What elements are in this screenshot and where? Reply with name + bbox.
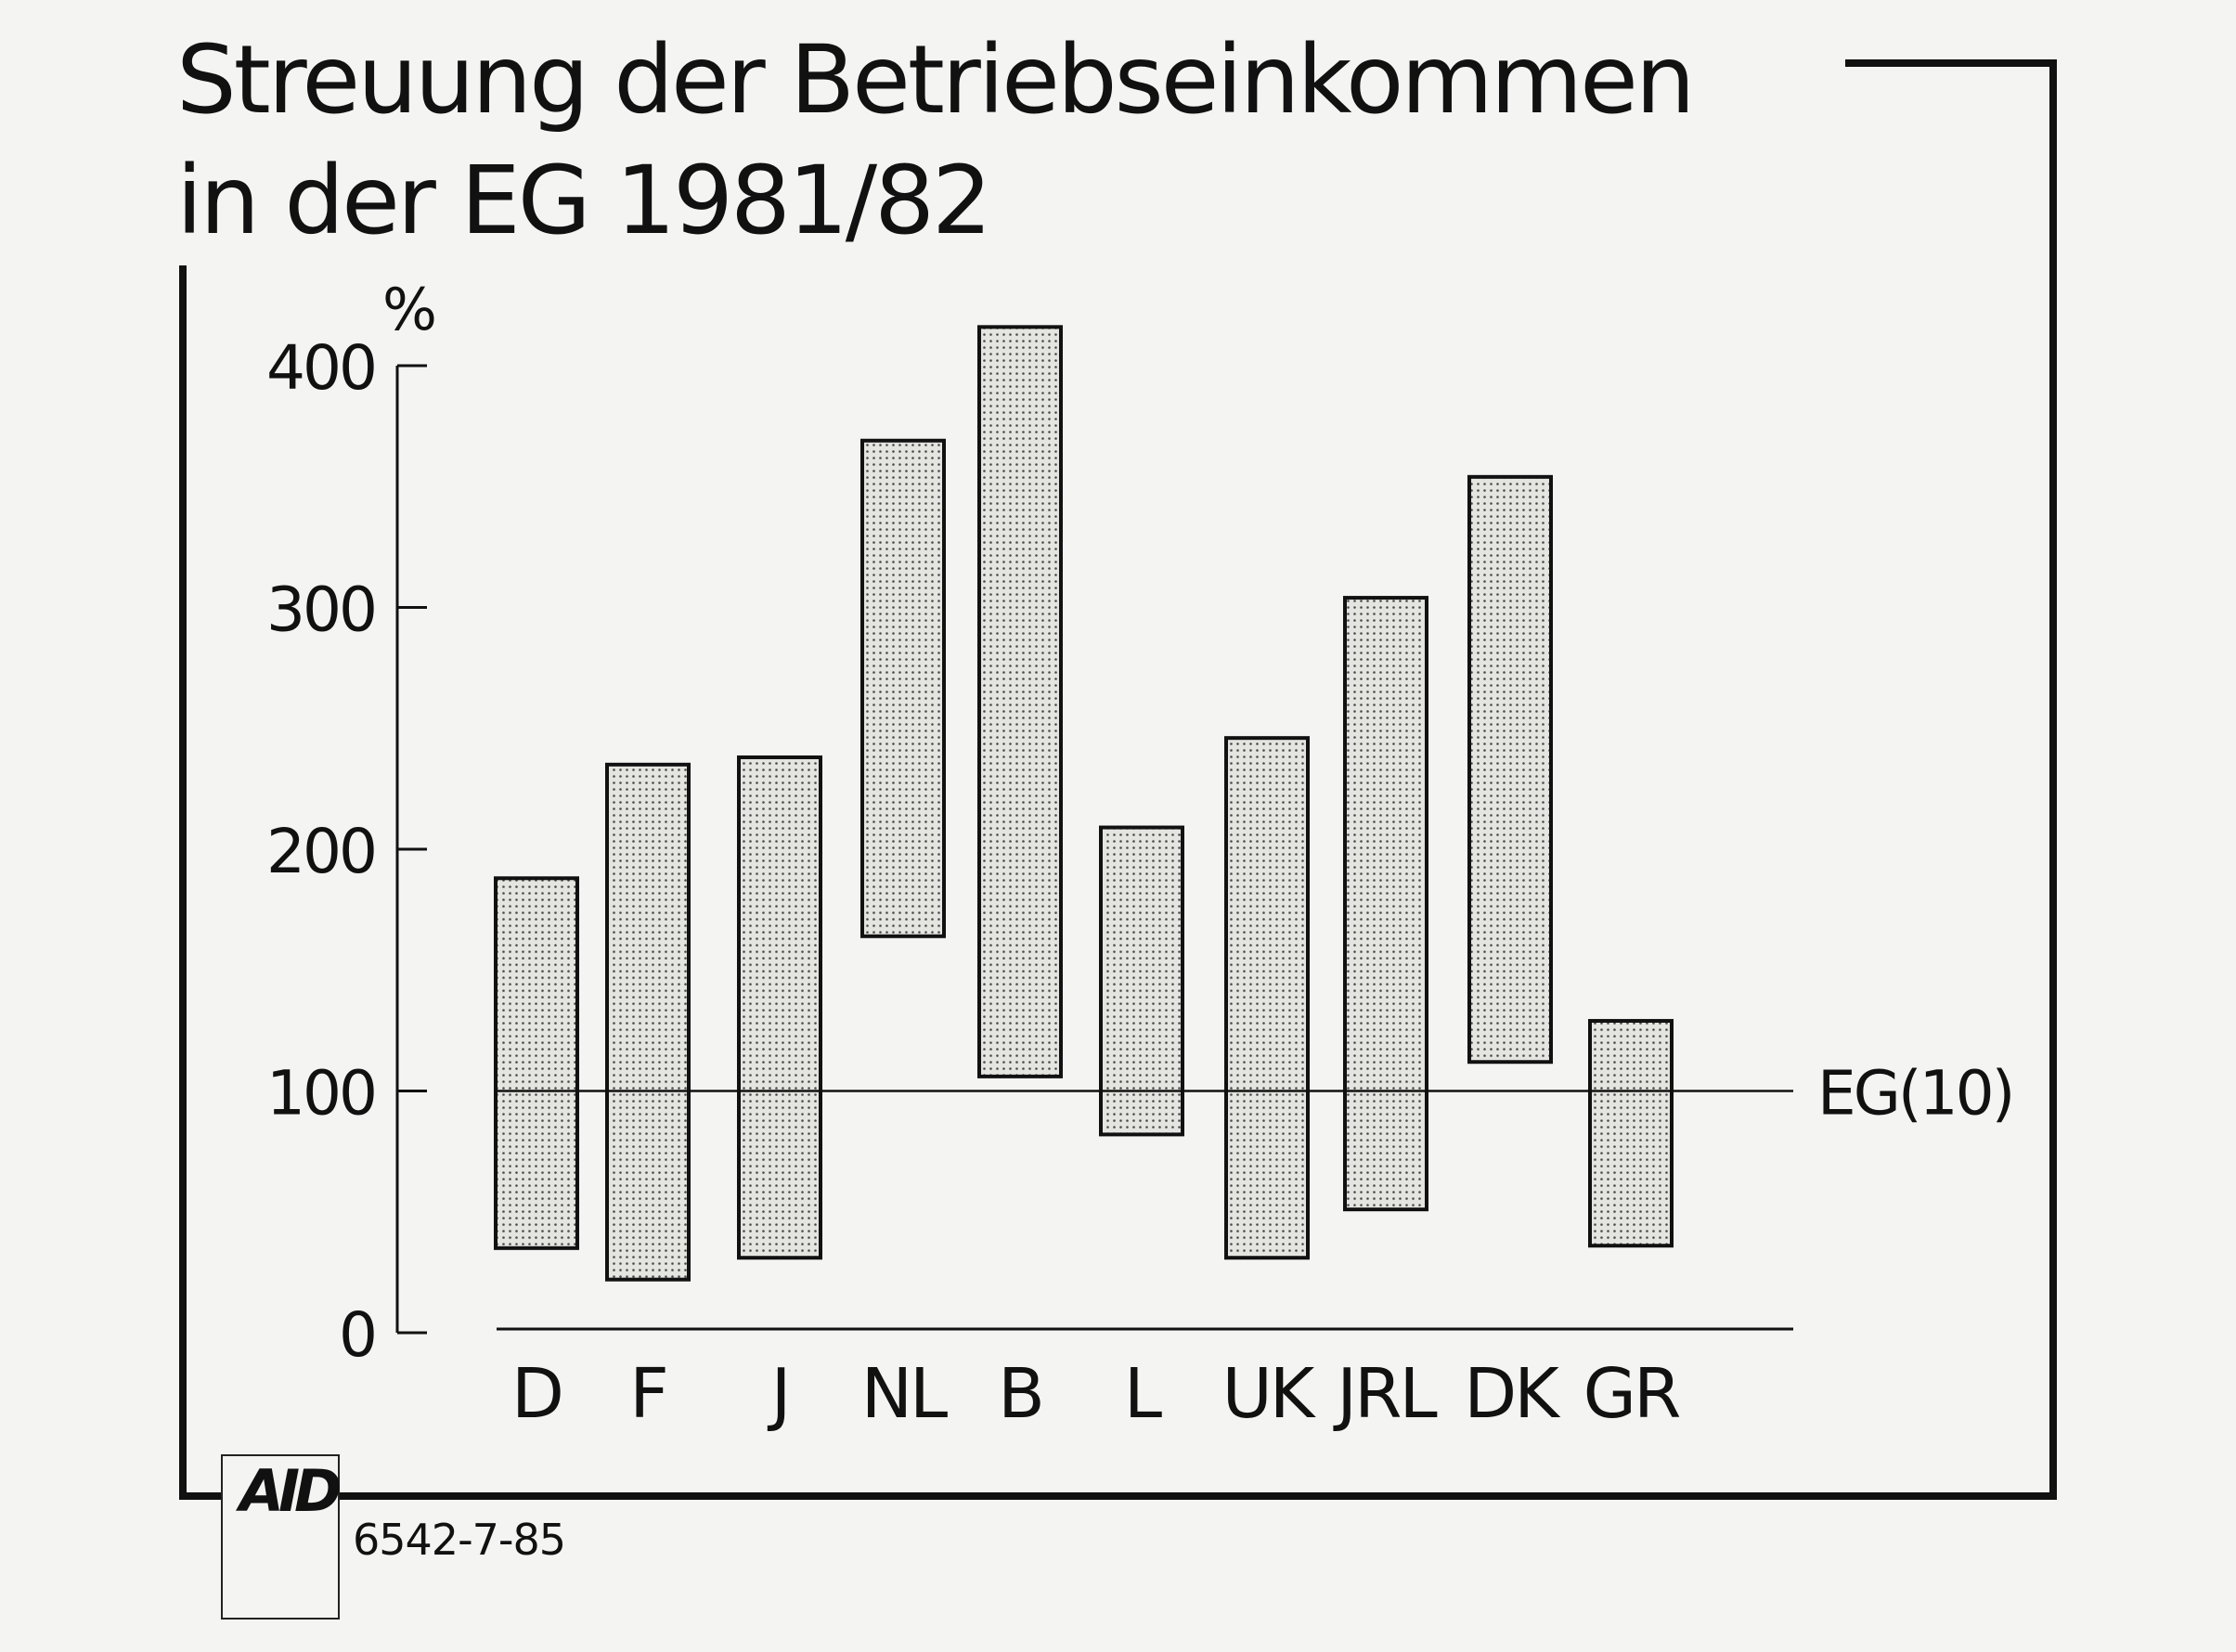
y-tick-label: 400 (266, 332, 375, 404)
y-axis-unit-label: % (382, 276, 437, 343)
y-tick-label: 300 (266, 574, 375, 646)
range-bar-j (737, 755, 822, 1260)
x-category-label: B (998, 1354, 1042, 1434)
range-bar-dk (1467, 474, 1553, 1065)
x-category-label: UK (1222, 1354, 1317, 1434)
y-tick-label: 100 (266, 1058, 375, 1129)
x-category-label: NL (861, 1354, 948, 1434)
x-category-label: JRL (1333, 1354, 1437, 1434)
eg-reference-label: EG(10) (1817, 1058, 2012, 1129)
x-category-label: L (1124, 1354, 1162, 1434)
figure-code: 6542-7-85 (353, 1515, 566, 1565)
range-bar-gr (1588, 1018, 1674, 1248)
range-bar-nl (860, 438, 946, 938)
chart-frame (179, 59, 2057, 1500)
range-bar-l (1099, 825, 1184, 1137)
x-category-label: GR (1583, 1354, 1680, 1434)
range-bar-d (494, 876, 579, 1250)
range-bar-uk (1224, 736, 1310, 1260)
chart-title-line-2: in der EG 1981/82 (176, 146, 992, 256)
x-category-label: DK (1464, 1354, 1561, 1434)
y-tick-label: 0 (339, 1299, 375, 1371)
aid-logo: AID (239, 1457, 343, 1525)
x-category-label: D (511, 1354, 562, 1434)
range-bar-f (605, 762, 691, 1282)
y-tick-label: 200 (266, 816, 375, 887)
x-category-label: J (768, 1354, 789, 1434)
x-category-label: F (629, 1354, 666, 1434)
aid-logo-box (221, 1454, 340, 1620)
range-bar-b (977, 325, 1063, 1078)
chart-title-line-1: Streuung der Betriebseinkommen (176, 25, 1695, 136)
range-bar-jrl (1343, 596, 1428, 1212)
